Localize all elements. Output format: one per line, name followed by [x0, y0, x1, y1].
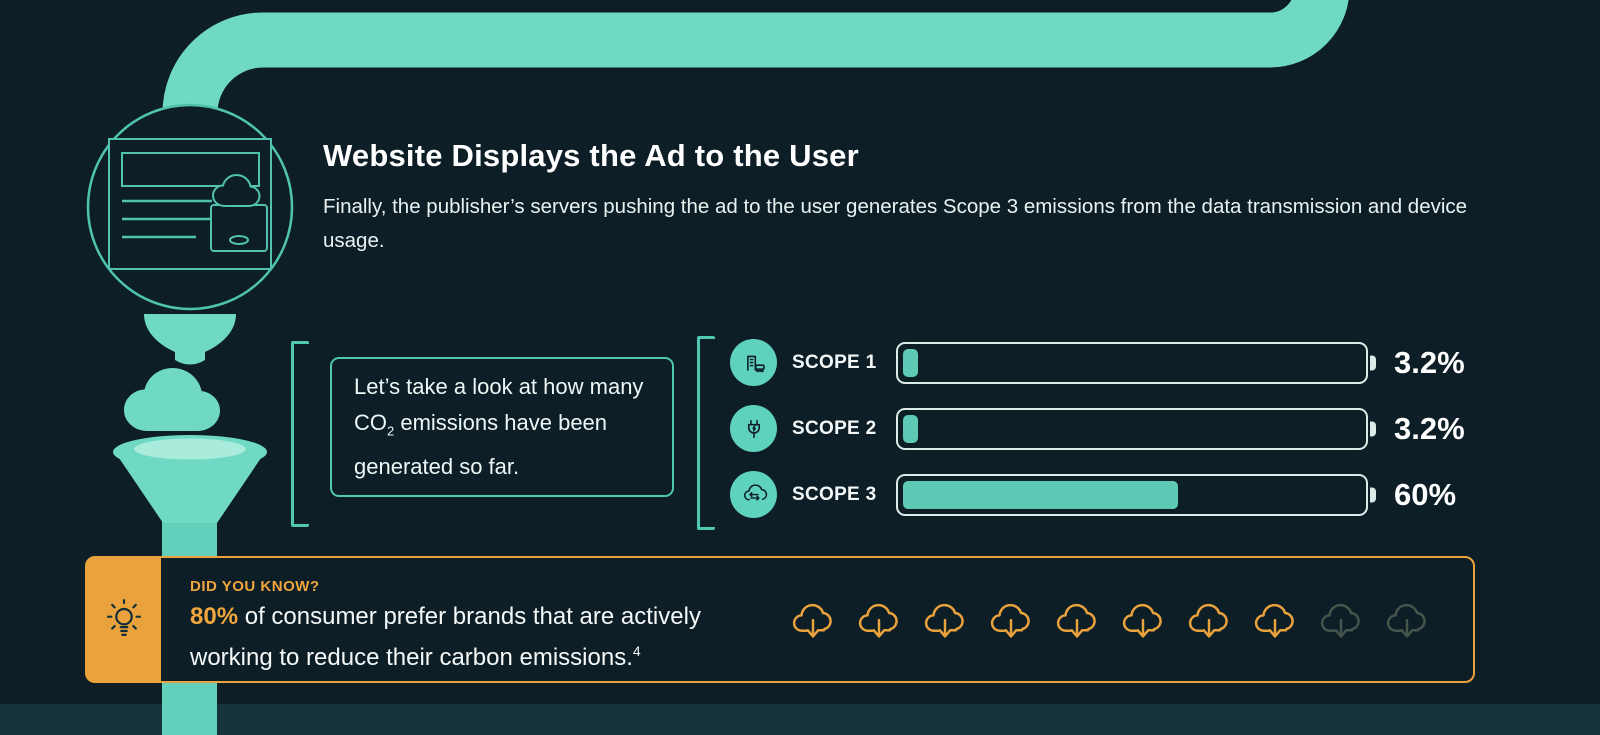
cloud-pictogram	[790, 602, 1430, 646]
factory-icon	[730, 339, 777, 386]
step-header: Website Displays the Ad to the User Fina…	[323, 138, 1473, 258]
lightbulb-icon	[106, 598, 141, 636]
cloud-download-icon	[1056, 603, 1096, 638]
scope-bar	[896, 473, 1376, 516]
did-you-know-fact: 80% of consumer prefer brands that are a…	[190, 600, 775, 675]
scope-label: SCOPE 1	[792, 351, 877, 373]
fact-text: of consumer prefer brands that are activ…	[190, 603, 701, 671]
did-you-know-kicker: DID YOU KNOW?	[190, 578, 320, 595]
scope-bar	[896, 341, 1376, 384]
cloud-download-icon	[924, 603, 964, 638]
bar-fill	[903, 480, 1178, 509]
callout-text: Let’s take a look at how many CO2 emissi…	[354, 369, 650, 485]
funnel-flow-illustration	[113, 314, 267, 523]
scope-emissions-chart: SCOPE 1 3.2% SCOPE 2	[730, 339, 1465, 537]
step-description: Finally, the publisher’s servers pushing…	[323, 195, 1468, 252]
callout-box: Let’s take a look at how many CO2 emissi…	[330, 357, 674, 497]
scope-value: 3.2%	[1394, 344, 1465, 380]
cloud-download-icon	[1386, 603, 1426, 638]
left-bracket	[291, 341, 309, 527]
website-illustration	[86, 103, 294, 311]
bar-cap	[1370, 355, 1376, 370]
power-plug-icon	[730, 405, 777, 452]
cloud-download-icon	[1320, 603, 1360, 638]
did-you-know-box: DID YOU KNOW? 80% of consumer prefer bra…	[85, 556, 1475, 683]
bar-cap	[1370, 487, 1376, 502]
callout-text-part: emissions have been generated so far.	[354, 409, 608, 480]
bar-outline	[896, 341, 1368, 384]
fact-highlight: 80%	[190, 603, 239, 630]
bar-fill	[903, 414, 918, 443]
footnote-marker: 4	[632, 643, 641, 659]
scope-value: 3.2%	[1394, 410, 1465, 446]
cloud-download-icon	[990, 603, 1030, 638]
cloud-download-icon	[858, 603, 898, 638]
scope-label: SCOPE 2	[792, 417, 877, 439]
cloud-transfer-icon	[730, 471, 777, 518]
scope-label: SCOPE 3	[792, 483, 877, 505]
co2-subscript: 2	[387, 423, 395, 439]
cloud-download-icon	[1122, 603, 1162, 638]
scope-value: 60%	[1394, 476, 1457, 512]
flow-pipe	[162, 0, 1349, 205]
cloud-download-icon	[1188, 603, 1228, 638]
scope-row: SCOPE 3 60%	[730, 471, 1465, 518]
bar-fill	[903, 348, 918, 377]
callout-text-part: Let’s take a look at how many CO	[354, 373, 644, 435]
bar-outline	[896, 473, 1368, 516]
section-divider-band	[0, 704, 1600, 735]
cloud-download-icon	[792, 603, 832, 638]
lightbulb-tab	[86, 557, 161, 682]
step-title: Website Displays the Ad to the User	[323, 138, 859, 173]
right-bracket	[697, 336, 715, 530]
bar-cap	[1370, 421, 1376, 436]
scope-row: SCOPE 2 3.2%	[730, 405, 1465, 452]
bar-outline	[896, 407, 1368, 450]
cloud-shape	[124, 368, 220, 431]
scope-row: SCOPE 1 3.2%	[730, 339, 1465, 386]
scope-bar	[896, 407, 1376, 450]
ad-cloud-icon	[211, 173, 261, 207]
cloud-download-icon	[1254, 603, 1294, 638]
